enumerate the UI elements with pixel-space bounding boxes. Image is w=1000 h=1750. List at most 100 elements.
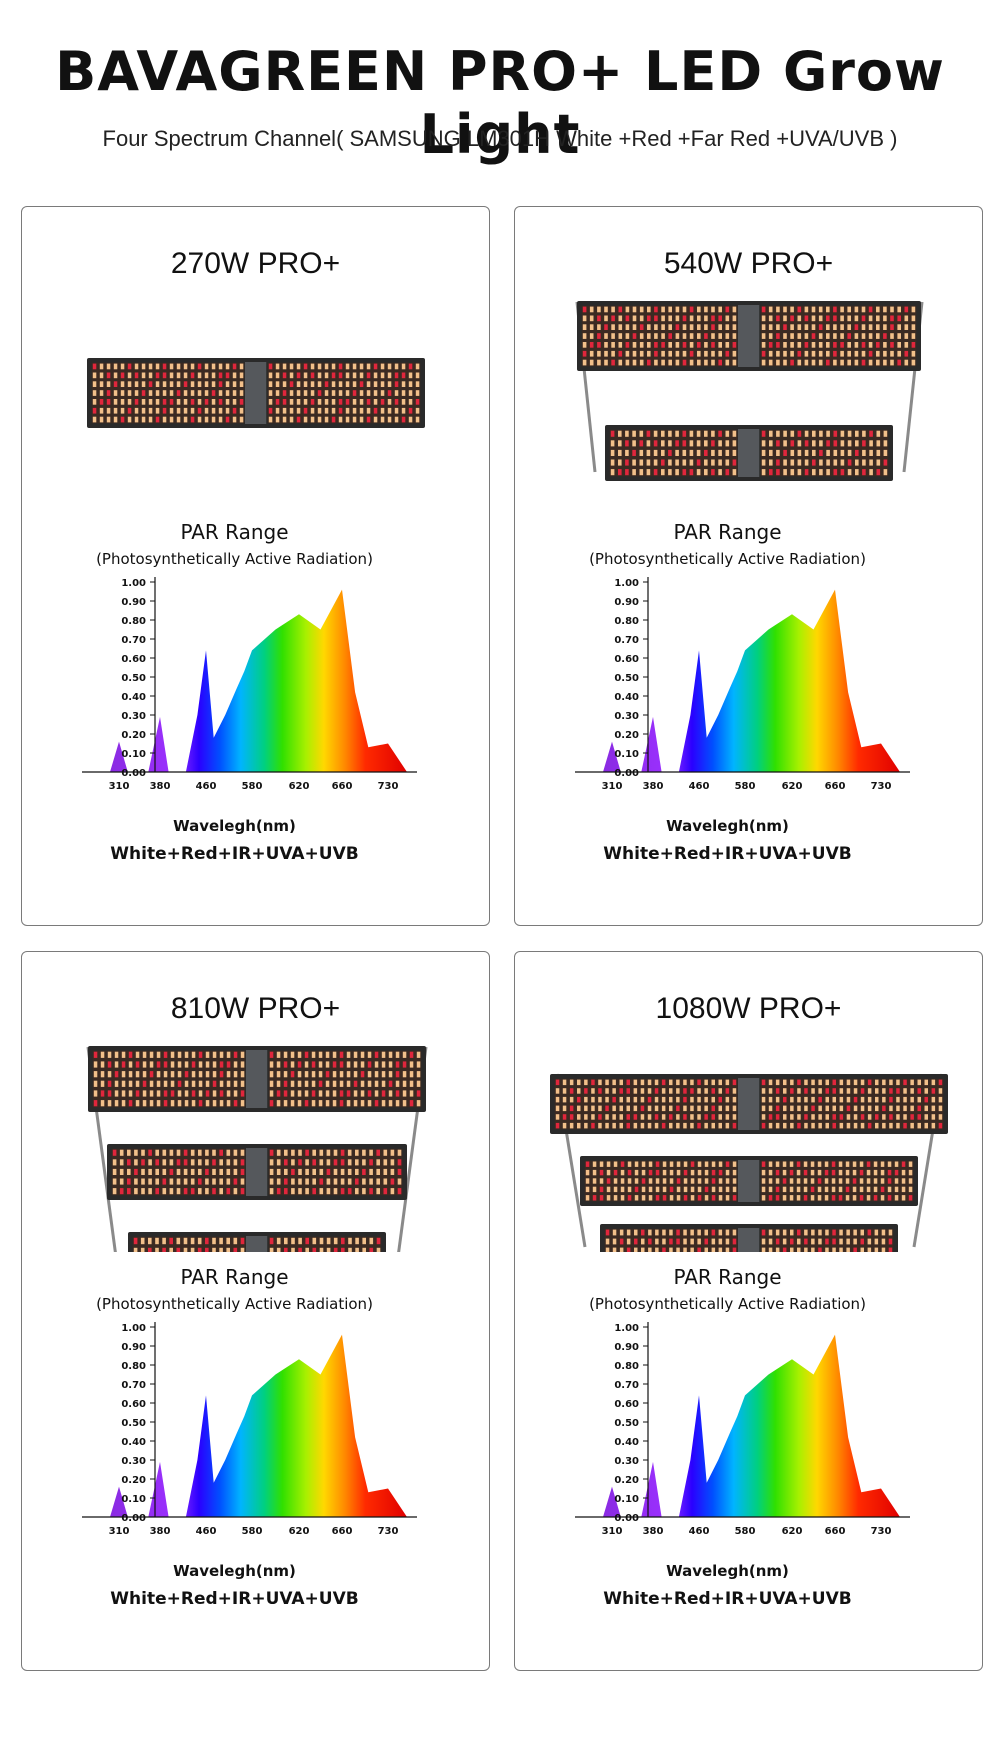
led-chip (127, 1178, 131, 1185)
led-chip (148, 1168, 152, 1175)
led-chip (311, 1080, 316, 1087)
led-chip (811, 1114, 815, 1120)
led-chip (114, 1100, 119, 1107)
led-chip (390, 1168, 395, 1175)
led-chip (394, 390, 399, 396)
led-chip (369, 1188, 373, 1195)
led-chip (804, 1247, 808, 1252)
led-chip (888, 1238, 893, 1245)
led-chip (205, 1247, 209, 1252)
led-chip (697, 1122, 701, 1129)
led-chip (783, 1096, 787, 1103)
led-chip (669, 1114, 673, 1120)
center-driver-bar (246, 1050, 268, 1108)
led-chip (711, 342, 715, 348)
led-chip (648, 1169, 653, 1176)
led-chip (732, 324, 737, 330)
led-chip (711, 1105, 715, 1112)
led-chip (634, 1195, 639, 1201)
led-chip (291, 1149, 295, 1156)
led-chip (682, 359, 687, 366)
led-chip (120, 390, 125, 396)
x-tick-label: 580 (242, 1526, 263, 1537)
led-chip (690, 1195, 695, 1201)
led-chip (804, 440, 809, 447)
led-chip (876, 469, 881, 476)
led-chip (883, 359, 887, 366)
led-chip (312, 1188, 316, 1195)
led-chip (655, 1169, 660, 1176)
led-chip (162, 1188, 167, 1195)
led-chip (346, 1090, 351, 1097)
led-chip (812, 430, 816, 437)
led-chip (359, 381, 364, 387)
led-chip (415, 372, 420, 379)
led-chip (675, 342, 680, 348)
led-chip (611, 350, 615, 357)
led-chip (141, 390, 146, 396)
led-chip (415, 416, 420, 423)
led-chip (162, 363, 167, 370)
led-chip (689, 440, 694, 447)
led-chip (233, 1159, 238, 1166)
led-chip (838, 1195, 843, 1201)
led-chip (612, 1122, 616, 1129)
led-chip (119, 1178, 124, 1185)
led-chip (339, 1100, 344, 1107)
led-chip (890, 306, 894, 313)
led-chip (661, 333, 665, 339)
led-chip (634, 1186, 639, 1193)
led-chip (825, 1088, 829, 1094)
led-chip (890, 359, 894, 366)
led-chip (725, 1079, 730, 1086)
led-chip (873, 1178, 878, 1184)
led-chip (647, 315, 651, 322)
led-chip (804, 359, 809, 366)
led-chip (127, 390, 132, 396)
led-chip (106, 399, 111, 405)
led-chip (675, 449, 679, 456)
led-chip (555, 1122, 560, 1129)
led-chip (119, 1188, 124, 1195)
led-chip (796, 1186, 801, 1193)
led-chip (833, 342, 837, 348)
led-chip (289, 372, 294, 379)
led-chip (176, 399, 181, 405)
led-chip (290, 1080, 295, 1087)
led-chip (846, 1122, 851, 1129)
led-chip (853, 1238, 857, 1245)
led-chip (198, 1071, 203, 1078)
led-chip (289, 390, 294, 396)
led-chip (310, 372, 315, 379)
led-chip (92, 399, 97, 405)
y-tick-label: 0.10 (614, 1494, 639, 1505)
led-chip (381, 1071, 386, 1078)
led-chip (298, 1168, 302, 1175)
led-chip (639, 469, 644, 476)
x-tick-label: 660 (825, 1526, 846, 1537)
y-tick-label: 0.30 (121, 711, 146, 722)
led-chip (169, 407, 174, 414)
led-chip (169, 1178, 174, 1185)
led-chip (305, 1237, 309, 1245)
led-chip (360, 1071, 365, 1078)
led-chip (415, 390, 420, 396)
led-chip (904, 324, 909, 330)
led-chip (275, 381, 280, 387)
y-tick-label: 0.70 (614, 635, 639, 646)
led-chip (653, 459, 658, 466)
led-chip (683, 1161, 688, 1167)
led-chip (697, 342, 701, 348)
led-chip (811, 324, 816, 330)
led-chip (612, 1079, 616, 1086)
led-chip (155, 1168, 159, 1175)
led-chip (297, 1090, 302, 1097)
led-chip (100, 1051, 105, 1058)
led-chip (711, 1161, 716, 1167)
led-chip (654, 342, 658, 348)
led-chip (162, 372, 167, 379)
led-chip (226, 1168, 231, 1175)
led-chip (647, 306, 651, 313)
led-chip (683, 1114, 687, 1120)
led-chip (107, 1090, 112, 1097)
